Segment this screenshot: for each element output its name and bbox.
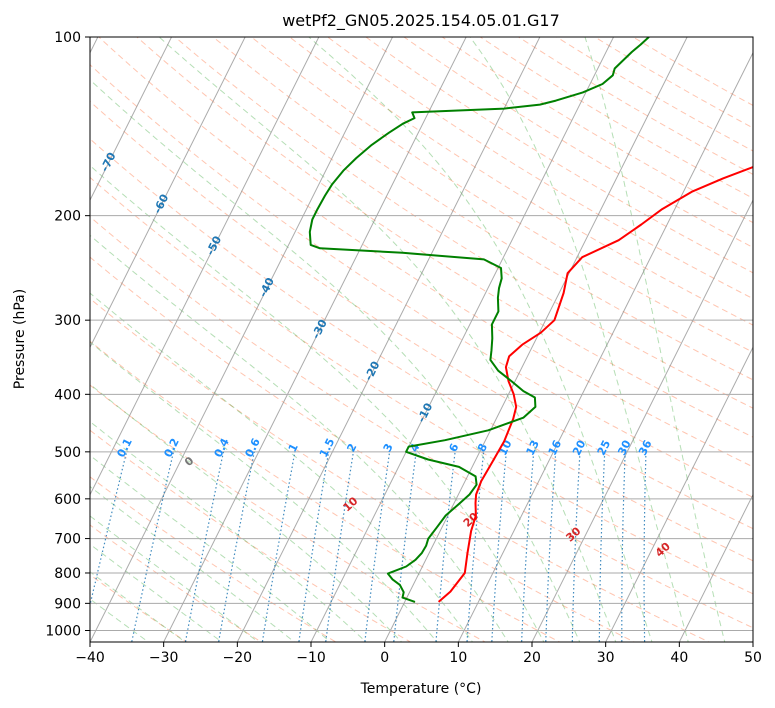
moist-adiabat-line bbox=[90, 79, 581, 642]
y-tick-label: 300 bbox=[54, 313, 81, 329]
mixing-ratio-label: 10 bbox=[496, 438, 515, 458]
isotherm-line bbox=[457, 51, 753, 642]
dewpoint-profile-line bbox=[308, 37, 650, 603]
x-tick-label: 20 bbox=[523, 650, 541, 666]
isotherm-line bbox=[678, 493, 753, 642]
y-tick-label: 400 bbox=[54, 387, 81, 403]
profile-lines bbox=[308, 37, 753, 603]
isotherm-line bbox=[236, 37, 541, 642]
isotherm-line bbox=[90, 37, 173, 202]
isotherm-line bbox=[163, 37, 467, 642]
x-tick-label: 50 bbox=[744, 650, 762, 666]
y-tick-label: 600 bbox=[54, 492, 81, 508]
isotherm-line bbox=[90, 37, 246, 349]
y-tick-label: 700 bbox=[54, 532, 81, 548]
x-tick-label: −10 bbox=[296, 650, 326, 666]
x-tick-label: −20 bbox=[223, 650, 253, 666]
y-tick-label: 1000 bbox=[45, 624, 81, 640]
dry-adiabat-line bbox=[98, 37, 753, 468]
dry-adiabat-line bbox=[90, 216, 753, 629]
chart-title: wetPf2_GN05.2025.154.05.01.G17 bbox=[282, 11, 560, 31]
y-tick-label: 100 bbox=[54, 30, 81, 46]
y-tick-label: 500 bbox=[54, 445, 81, 461]
dry-adiabat-line bbox=[174, 37, 753, 409]
isotherm-line bbox=[90, 37, 320, 496]
x-tick-label: 30 bbox=[597, 650, 615, 666]
y-axis-title: Pressure (hPa) bbox=[12, 289, 28, 389]
isotherm-line bbox=[90, 37, 394, 642]
x-tick-label: 10 bbox=[449, 650, 467, 666]
x-tick-label: −40 bbox=[75, 650, 105, 666]
isotherm-line bbox=[605, 346, 753, 642]
dry-adiabat-line bbox=[90, 64, 753, 498]
temperature-profile-line bbox=[437, 165, 753, 603]
mixing-ratio-line bbox=[218, 451, 255, 642]
mixing-ratio-line bbox=[90, 451, 128, 608]
mixing-ratio-line bbox=[131, 451, 175, 642]
mixing-ratio-label: 36 bbox=[636, 438, 655, 458]
mixing-ratio-label: 20 bbox=[570, 438, 589, 458]
dry-adiabat-line bbox=[90, 256, 711, 642]
plot-frame bbox=[89, 36, 754, 643]
dry-adiabat-line bbox=[90, 176, 753, 595]
x-axis-title: Temperature (°C) bbox=[360, 681, 482, 697]
x-tick-label: −30 bbox=[149, 650, 179, 666]
background-lines bbox=[90, 37, 753, 642]
y-tick-label: 200 bbox=[54, 209, 81, 225]
mixing-ratio-label: 25 bbox=[595, 438, 613, 458]
isotherm-line bbox=[531, 198, 753, 642]
mixing-ratio-line bbox=[184, 451, 225, 642]
moist-adiabat-line bbox=[90, 164, 545, 642]
mixing-ratio-label: 30 bbox=[615, 438, 634, 458]
axes: −40 −30 −20 −10 0 10 20 30 40 50 1000 900 800 700 600 5… bbox=[45, 30, 762, 666]
y-tick-label: 800 bbox=[54, 566, 81, 582]
x-tick-label: 0 bbox=[380, 650, 389, 666]
mixing-ratio-label: 16 bbox=[546, 438, 565, 458]
dry-adiabat-line bbox=[288, 37, 753, 326]
dry-adiabat-line bbox=[212, 37, 753, 381]
dry-adiabat-line bbox=[479, 37, 753, 199]
x-tick-label: 40 bbox=[670, 650, 688, 666]
dry-adiabat-line bbox=[365, 37, 753, 274]
isotherm-line bbox=[384, 37, 688, 642]
dry-adiabat-line bbox=[250, 37, 753, 353]
mixing-ratio-line bbox=[261, 451, 296, 642]
dry-adiabat-line bbox=[555, 37, 753, 152]
mixing-ratio-label: 13 bbox=[524, 438, 542, 458]
dry-adiabat-line bbox=[90, 138, 753, 562]
moist-adiabat-line bbox=[90, 341, 438, 642]
mixing-ratio-line bbox=[298, 451, 330, 642]
dry-adiabat-line bbox=[90, 340, 561, 642]
dry-adiabat-line bbox=[403, 37, 753, 248]
y-tick-label: 900 bbox=[54, 596, 81, 612]
